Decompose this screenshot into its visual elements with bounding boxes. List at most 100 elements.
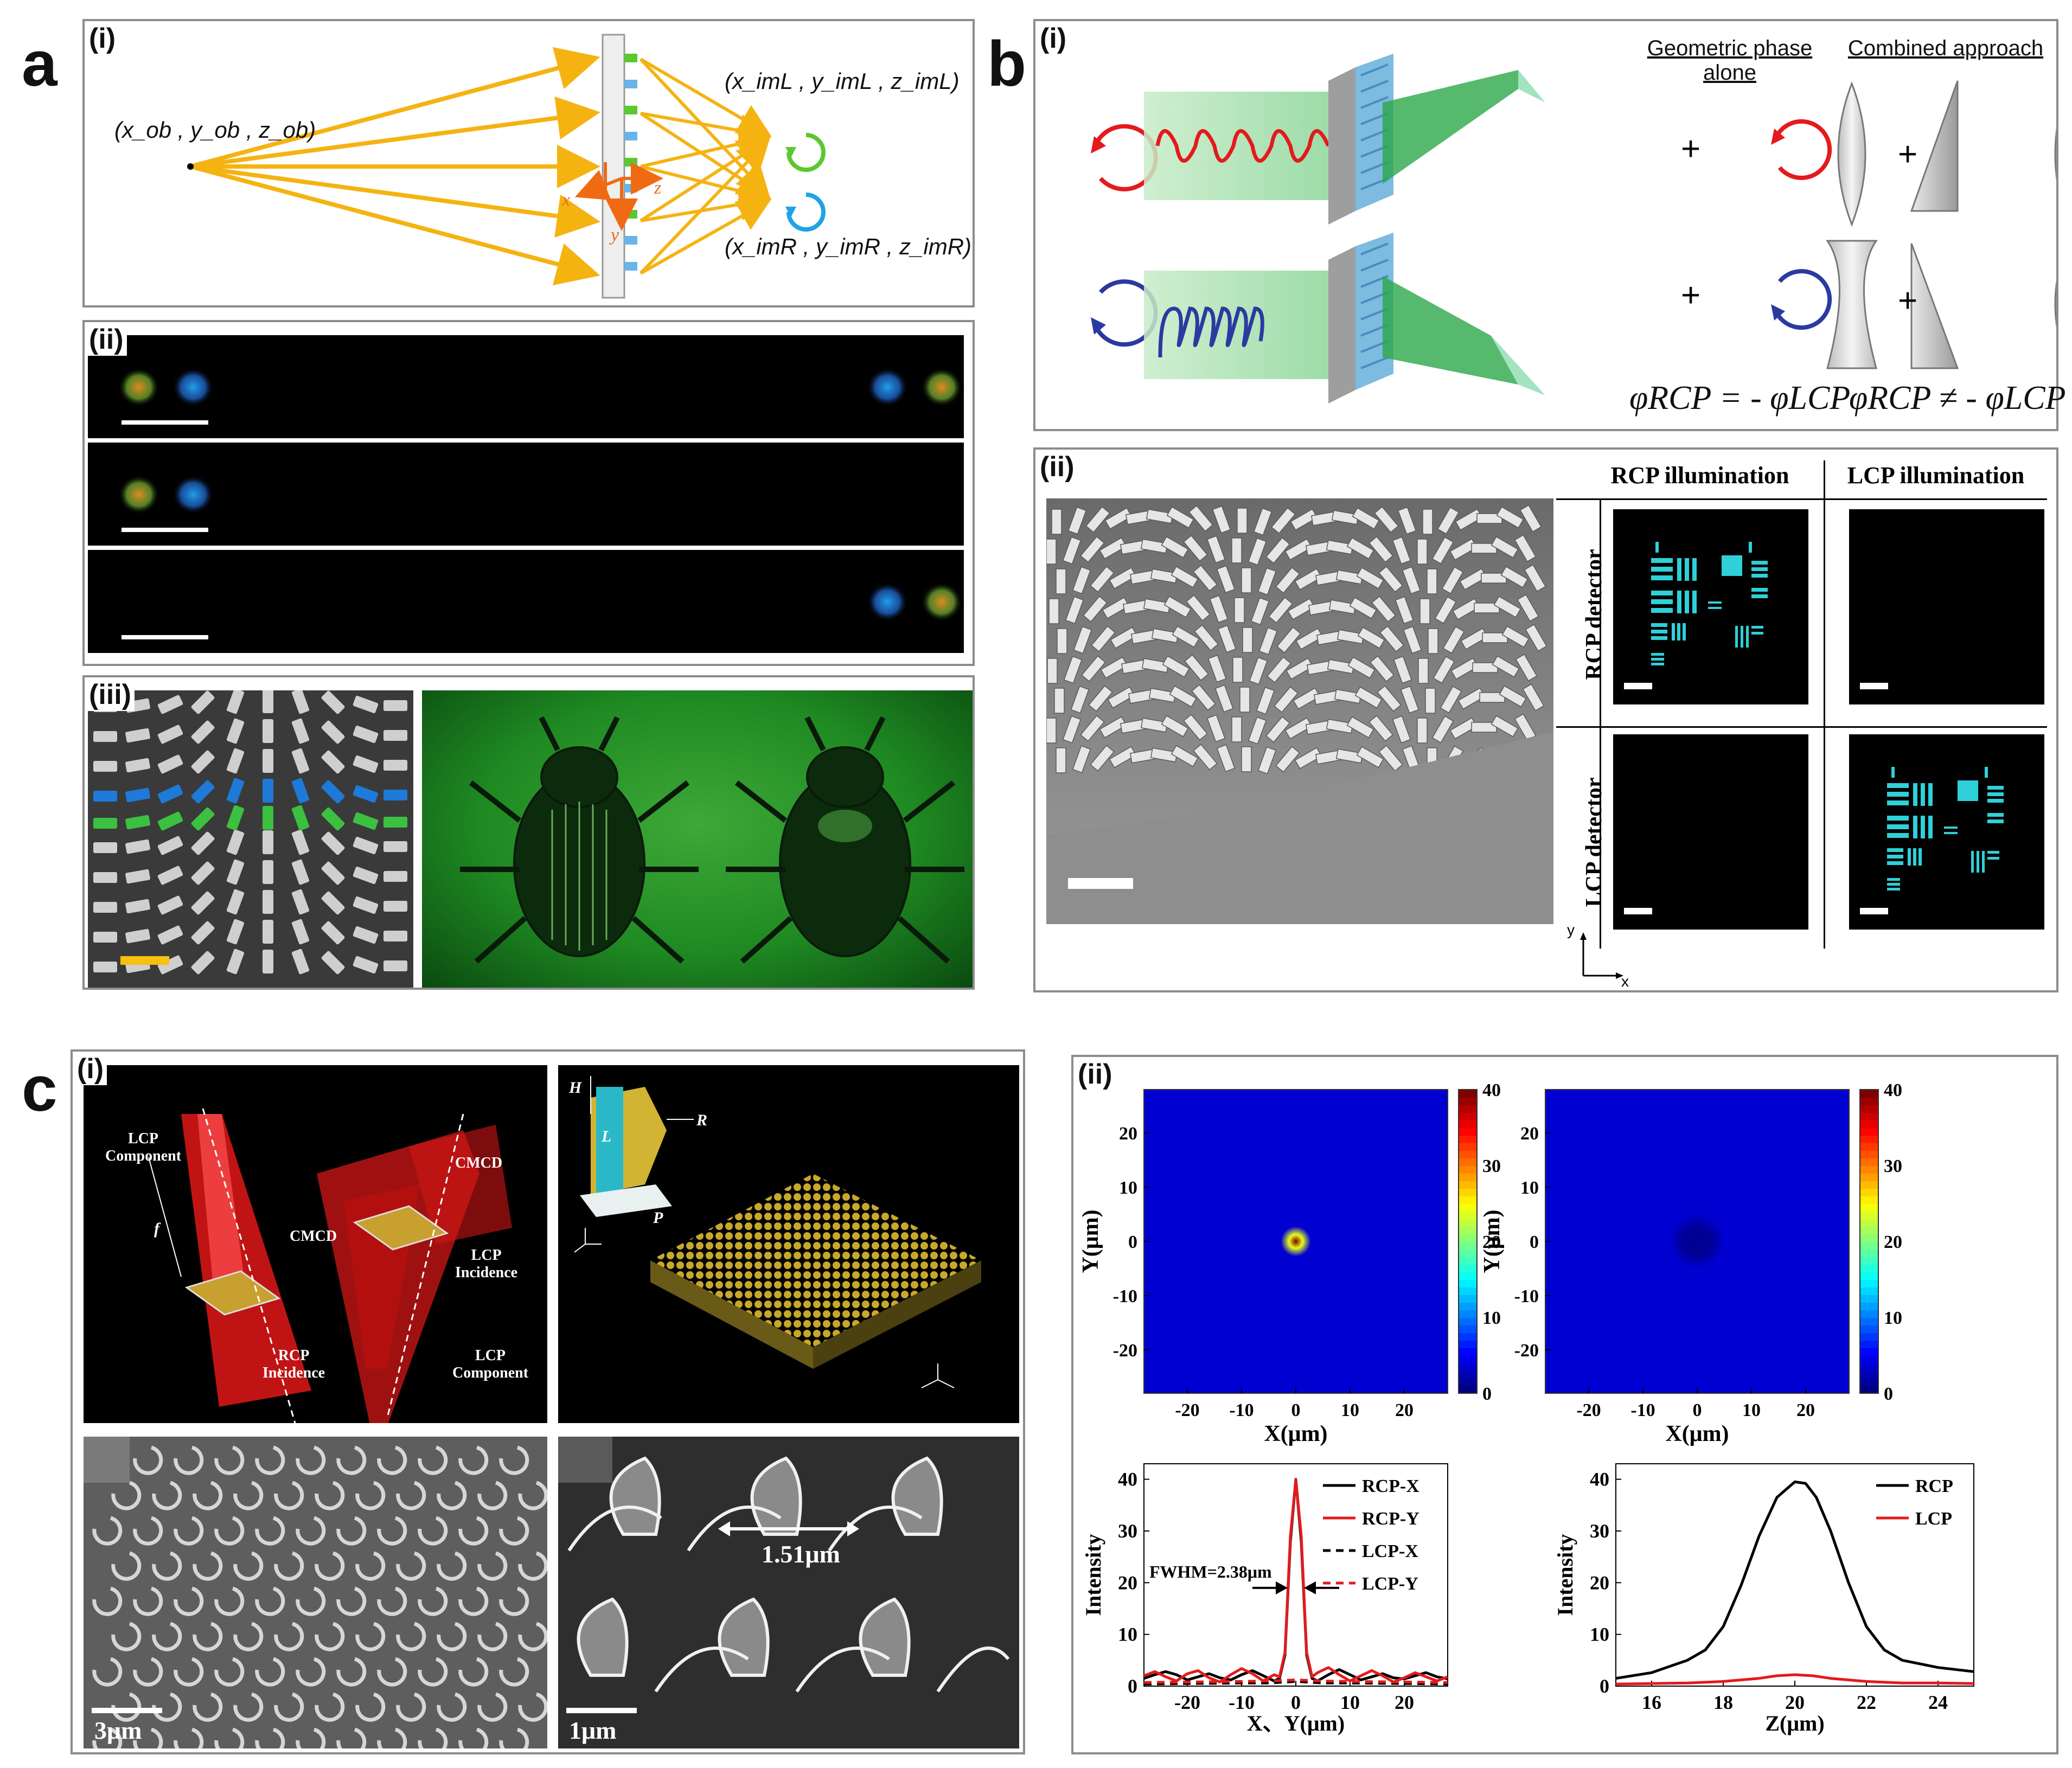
subpanel-label: (ii) xyxy=(1037,451,1078,483)
y-axis-label: Y(μm) xyxy=(1078,1209,1103,1273)
subpanel-label: (i) xyxy=(86,22,119,55)
colorbar-segment xyxy=(1860,1203,1878,1212)
legend-label: RCP-Y xyxy=(1362,1509,1419,1529)
equation-geometric: φRCP = - φLCP xyxy=(1629,380,1851,417)
colorbar-tick-label: 20 xyxy=(1482,1232,1501,1252)
colorbar-segment xyxy=(1459,1355,1477,1363)
colorbar-segment xyxy=(1860,1105,1878,1113)
colorbar-segment xyxy=(1459,1317,1477,1325)
y-tick-label: -20 xyxy=(1113,1341,1137,1361)
colorbar-frame xyxy=(1859,1089,1879,1394)
colorbar-segment xyxy=(1860,1211,1878,1219)
colorbar-segment xyxy=(1459,1348,1477,1356)
rcp-incidence-label: RCP Incidence xyxy=(263,1347,325,1382)
colorbar-segment xyxy=(1860,1188,1878,1196)
colorbar-tick-label: 30 xyxy=(1884,1156,1902,1176)
colorbar-segment xyxy=(1860,1143,1878,1151)
object-label: (x_ob , y_ob , z_ob) xyxy=(114,117,316,143)
colorbar-segment xyxy=(1459,1211,1477,1219)
colorbar-segment xyxy=(1459,1226,1477,1234)
series-line-rcp-y xyxy=(1143,1478,1448,1683)
fwhm-arrowhead-right xyxy=(1304,1581,1316,1594)
colorbar-segment xyxy=(1860,1363,1878,1371)
sem-crescent-array xyxy=(84,1437,547,1748)
metasurface-sem-a xyxy=(88,690,413,988)
colorbar-segment xyxy=(1860,1272,1878,1280)
lcp-component-label-1: LCP Component xyxy=(105,1130,181,1165)
colorbar-segment xyxy=(1860,1257,1878,1265)
panel-c-i: (i) LCP Component CMCD f RCP Incidence C… xyxy=(71,1049,1025,1754)
colorbar-segment xyxy=(1860,1158,1878,1166)
colorbar-segment xyxy=(1459,1090,1477,1098)
y-tick-label: 20 xyxy=(1118,1572,1137,1593)
colorbar-segment xyxy=(1860,1135,1878,1143)
colorbar-segment xyxy=(1860,1279,1878,1287)
plot-frame xyxy=(1615,1463,1974,1687)
colorbar-tick-label: 40 xyxy=(1884,1080,1902,1100)
panel-b-ii: (ii) RCP illumination LCP illumination R… xyxy=(1033,447,2058,992)
lens-ray-diagram: x y z (x_ob , y_ob , z_ob) (x_imL , y_im… xyxy=(114,34,971,299)
colorbar-frame xyxy=(1458,1089,1478,1394)
colorbar-segment xyxy=(1860,1181,1878,1189)
colorbar-segment xyxy=(1459,1386,1477,1394)
sem-scale-label-1: 3μm xyxy=(94,1716,142,1744)
colorbar-segment xyxy=(1860,1219,1878,1227)
unit-cell-L: L xyxy=(602,1128,612,1145)
x-axis-label: X(μm) xyxy=(1665,1421,1729,1446)
series-line-lcp xyxy=(1615,1673,1974,1686)
legend-label: LCP xyxy=(1915,1509,1952,1529)
x-tick-label: 10 xyxy=(1742,1400,1761,1420)
y-tick-label: 40 xyxy=(1118,1469,1137,1490)
x-tick-label: 0 xyxy=(1291,1692,1301,1713)
image-rcp-lcp xyxy=(1849,509,2044,704)
legend-label: RCP xyxy=(1915,1476,1953,1496)
colorbar-segment xyxy=(1860,1241,1878,1250)
cmcd-schematic xyxy=(84,1065,547,1423)
colorbar-segment xyxy=(1459,1135,1477,1143)
colorbar-segment xyxy=(1860,1310,1878,1318)
table-vline xyxy=(1600,498,1601,949)
x-tick-label: -20 xyxy=(1175,1400,1199,1420)
panel-a-ii: (ii) xyxy=(82,320,975,666)
panel-a-i: (i) xyxy=(82,19,975,308)
colorbar-segment xyxy=(1860,1386,1878,1394)
y-tick-label: 10 xyxy=(1590,1624,1609,1645)
focal-image-strip-2 xyxy=(88,443,964,546)
colorbar-segment xyxy=(1459,1173,1477,1181)
focal-image-strip-3 xyxy=(88,550,964,653)
x-axis-label: X、Y(μm) xyxy=(1247,1711,1345,1735)
colorbar-segment xyxy=(1860,1325,1878,1333)
x-axis-label: X(μm) xyxy=(1264,1421,1327,1446)
rcp-incidence-line2: Incidence xyxy=(263,1365,325,1381)
colorbar-segment xyxy=(1860,1128,1878,1136)
colorbar-segment xyxy=(1459,1128,1477,1136)
colorbar-segment xyxy=(1860,1097,1878,1105)
colorbar-segment xyxy=(1459,1363,1477,1371)
fwhm-annotation: FWHM=2.38μm xyxy=(1149,1562,1272,1581)
x-tick-label: 20 xyxy=(1785,1692,1805,1713)
colorbar-segment xyxy=(1459,1241,1477,1250)
colorbar-segment xyxy=(1860,1302,1878,1310)
col-combined-label: Combined approach xyxy=(1847,36,2044,60)
colorbar-segment xyxy=(1459,1287,1477,1295)
x-tick-label: 20 xyxy=(1395,1692,1414,1713)
y-tick-label: 10 xyxy=(1520,1178,1539,1198)
lcp-component-1-line1: LCP xyxy=(128,1130,158,1147)
image-rcp-rcp xyxy=(1613,509,1808,704)
lcp-component-label-2: LCP Component xyxy=(452,1347,528,1382)
colorbar-segment xyxy=(1459,1234,1477,1242)
colorbar-segment xyxy=(1459,1264,1477,1272)
subpanel-label: (ii) xyxy=(1075,1058,1116,1091)
axis-z-label: z xyxy=(654,178,661,198)
colorbar-segment xyxy=(1459,1196,1477,1204)
x-tick-label: -10 xyxy=(1630,1400,1655,1420)
beetle-silhouettes xyxy=(460,716,964,964)
panel-letter-c: c xyxy=(22,1053,57,1125)
colorbar-tick-label: 10 xyxy=(1482,1308,1501,1328)
f-label: f xyxy=(154,1220,159,1238)
subpanel-label: (i) xyxy=(1037,22,1070,55)
panel-letter-a: a xyxy=(22,28,57,100)
panel-letter-b: b xyxy=(987,28,1027,100)
y-tick-label: 40 xyxy=(1590,1469,1609,1490)
subpanel-label: (i) xyxy=(74,1053,107,1085)
